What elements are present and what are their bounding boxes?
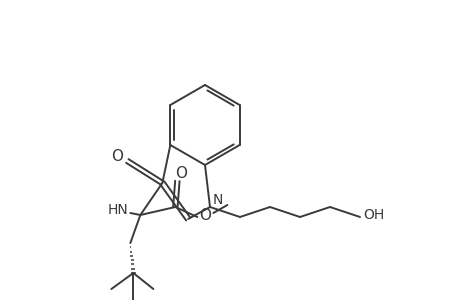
Text: OH: OH	[363, 208, 384, 222]
Text: O: O	[111, 148, 123, 164]
Text: O: O	[199, 208, 211, 223]
Text: O: O	[175, 166, 187, 181]
Text: HN: HN	[108, 203, 129, 217]
Text: N: N	[213, 193, 223, 207]
